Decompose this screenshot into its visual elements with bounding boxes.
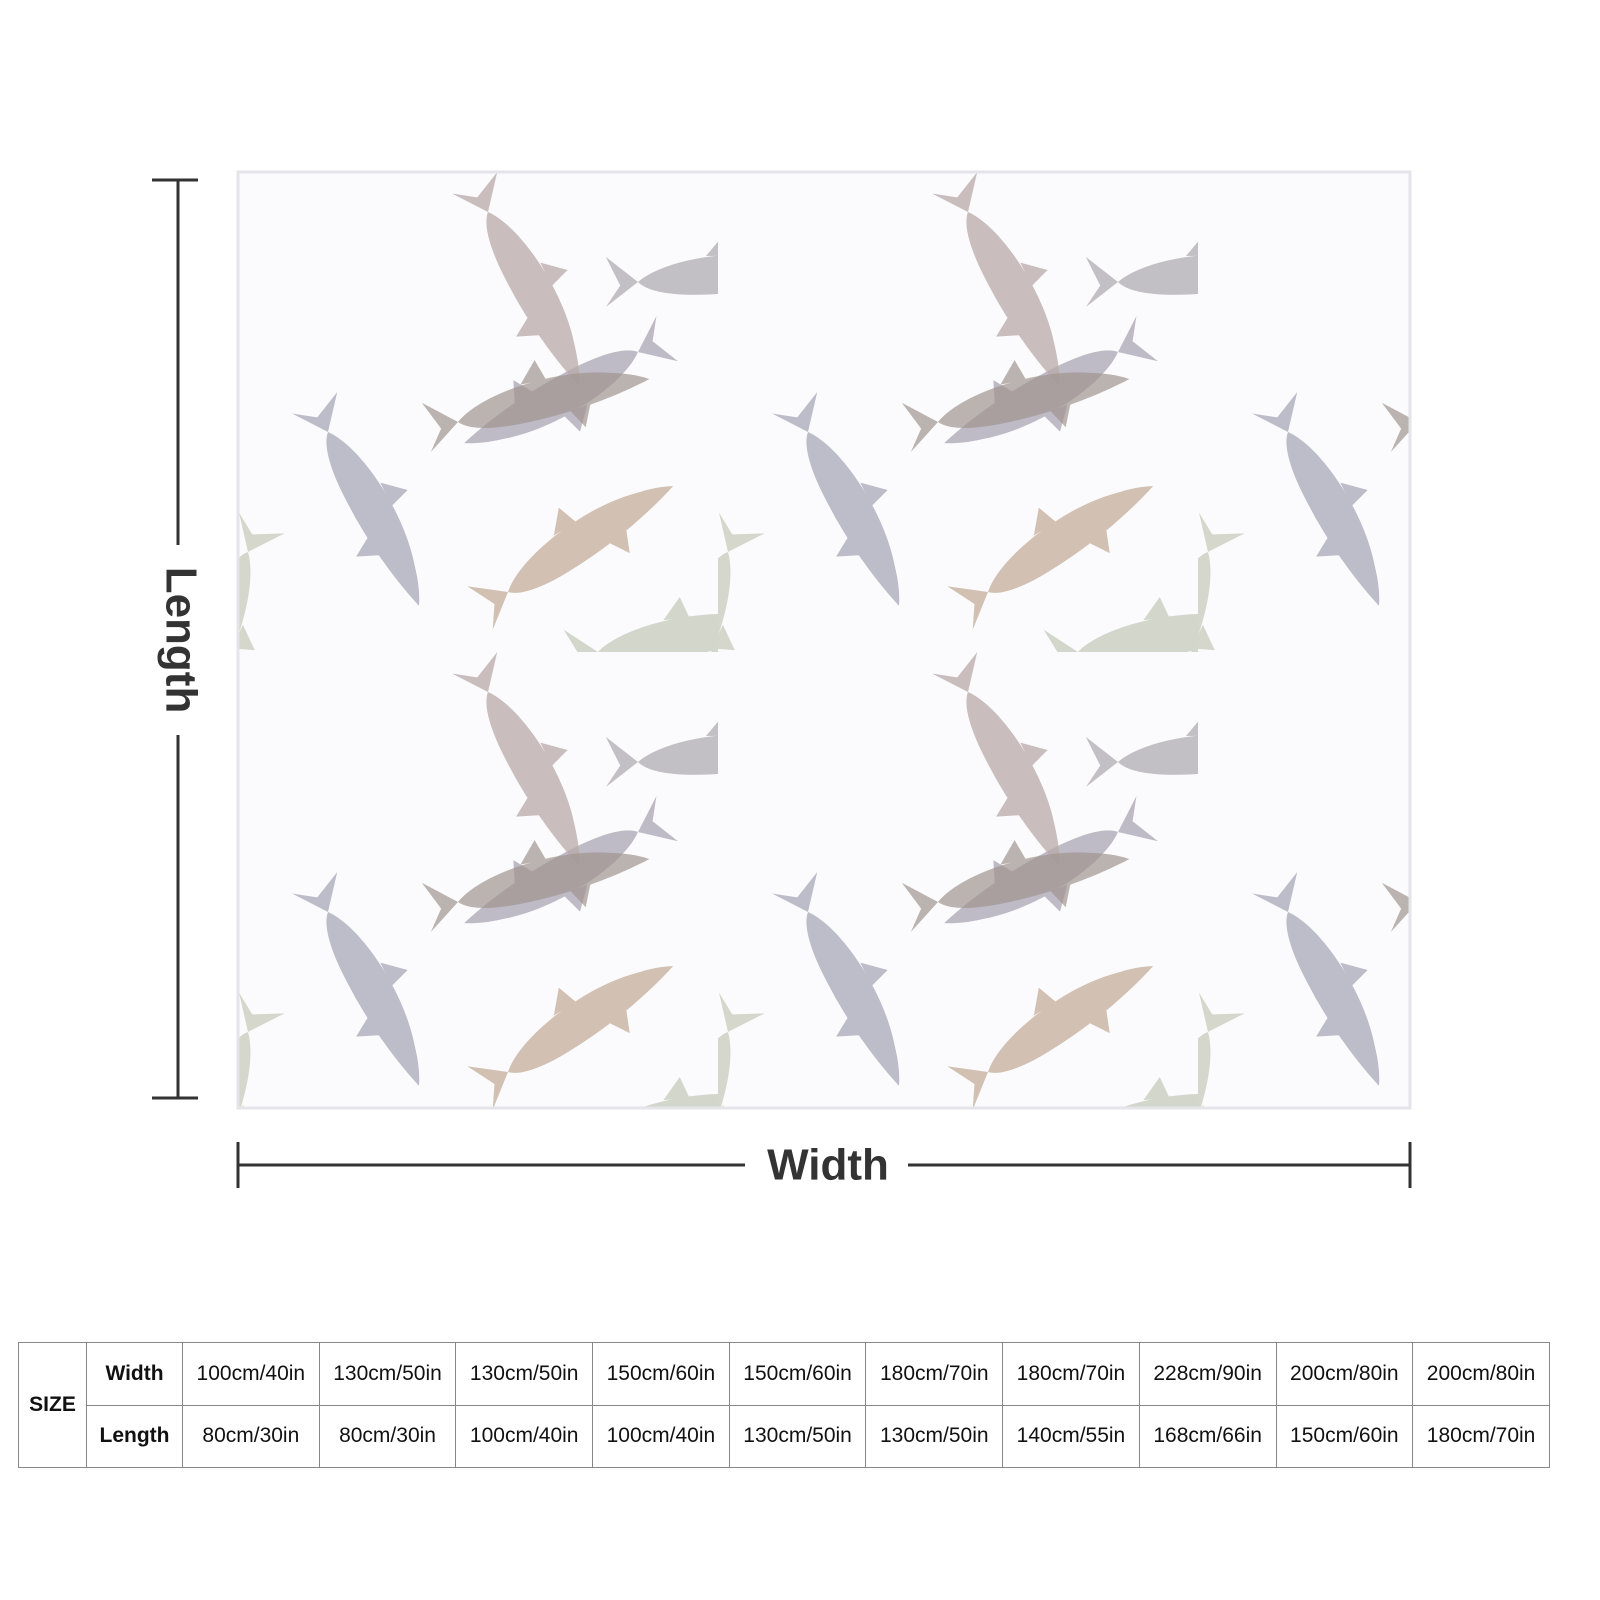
size-cell: 80cm/30in bbox=[182, 1404, 320, 1468]
size-cell: 130cm/50in bbox=[728, 1404, 867, 1468]
blanket bbox=[236, 170, 1412, 1110]
size-cell: 168cm/66in bbox=[1138, 1404, 1277, 1468]
size-cell: 200cm/80in bbox=[1412, 1342, 1550, 1406]
size-cell: 150cm/60in bbox=[1275, 1404, 1414, 1468]
size-cell: 130cm/50in bbox=[318, 1342, 457, 1406]
table-row: Length 80cm/30in 80cm/30in 100cm/40in 100cm/… bbox=[19, 1404, 1550, 1468]
blanket-diagram: Length Width bbox=[152, 170, 1412, 1190]
table-row: SIZE Width 100cm/40in 130cm/50in 130cm/50in 1… bbox=[18, 1342, 1550, 1468]
size-cell: 100cm/40in bbox=[592, 1404, 730, 1468]
size-cell: 100cm/40in bbox=[455, 1404, 594, 1468]
length-label: Length bbox=[156, 567, 205, 714]
size-cell: 130cm/50in bbox=[455, 1342, 594, 1406]
size-label: SIZE bbox=[18, 1342, 87, 1468]
size-cell: 180cm/70in bbox=[1412, 1404, 1550, 1468]
row-header: Length bbox=[86, 1404, 183, 1468]
size-cell: 180cm/70in bbox=[1002, 1342, 1140, 1406]
size-cell: 228cm/90in bbox=[1138, 1342, 1277, 1406]
size-cell: 150cm/60in bbox=[728, 1342, 867, 1406]
size-cell: 200cm/80in bbox=[1275, 1342, 1414, 1406]
length-indicator bbox=[152, 178, 198, 1100]
size-table: SIZE Width 100cm/40in 130cm/50in 130cm/50in 1… bbox=[18, 1342, 1550, 1468]
size-cell: 140cm/55in bbox=[1002, 1404, 1140, 1468]
row-header: Width bbox=[86, 1342, 183, 1406]
size-cell: 80cm/30in bbox=[318, 1404, 457, 1468]
width-label: Width bbox=[767, 1141, 889, 1190]
size-cell: 130cm/50in bbox=[865, 1404, 1004, 1468]
size-cell: 100cm/40in bbox=[182, 1342, 320, 1406]
size-cell: 150cm/60in bbox=[592, 1342, 730, 1406]
width-indicator bbox=[236, 1142, 1412, 1188]
size-cell: 180cm/70in bbox=[865, 1342, 1004, 1406]
